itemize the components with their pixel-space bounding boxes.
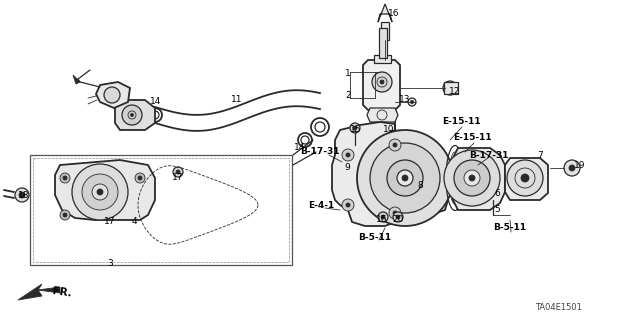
Circle shape: [357, 130, 453, 226]
Text: B-5-11: B-5-11: [358, 233, 392, 241]
Text: 6: 6: [494, 189, 500, 197]
Circle shape: [464, 170, 480, 186]
Text: 2: 2: [345, 91, 351, 100]
Circle shape: [396, 215, 400, 219]
Circle shape: [173, 167, 183, 177]
Circle shape: [370, 143, 440, 213]
Text: 19: 19: [574, 160, 586, 169]
Circle shape: [346, 153, 350, 157]
Text: 17: 17: [104, 218, 116, 226]
Circle shape: [569, 165, 575, 171]
Text: 11: 11: [231, 95, 243, 105]
Circle shape: [176, 170, 180, 174]
Text: 14: 14: [294, 143, 306, 152]
Text: 4: 4: [131, 218, 137, 226]
Circle shape: [381, 215, 385, 219]
Circle shape: [19, 192, 25, 198]
Circle shape: [122, 105, 142, 125]
Circle shape: [104, 87, 120, 103]
Text: B-5-11: B-5-11: [493, 224, 527, 233]
Bar: [33, 158, 289, 262]
Circle shape: [443, 81, 457, 95]
Circle shape: [63, 176, 67, 180]
Polygon shape: [55, 160, 155, 220]
Polygon shape: [115, 100, 155, 130]
Bar: [379, 28, 387, 58]
Polygon shape: [367, 108, 398, 122]
Text: 14: 14: [150, 98, 162, 107]
Text: E-15-11: E-15-11: [442, 116, 480, 125]
Circle shape: [353, 126, 357, 130]
Text: 18: 18: [19, 191, 29, 201]
Text: E-15-11: E-15-11: [452, 132, 492, 142]
Circle shape: [393, 212, 403, 222]
Polygon shape: [18, 284, 60, 300]
Circle shape: [507, 160, 543, 196]
Circle shape: [350, 123, 360, 133]
Circle shape: [372, 72, 392, 92]
Circle shape: [135, 173, 145, 183]
Circle shape: [342, 199, 354, 211]
Circle shape: [397, 170, 413, 186]
Circle shape: [408, 98, 416, 106]
Polygon shape: [96, 82, 130, 108]
Circle shape: [346, 203, 350, 207]
Circle shape: [378, 212, 388, 222]
Text: 9: 9: [344, 164, 350, 173]
Text: B-17-31: B-17-31: [469, 151, 509, 160]
Circle shape: [60, 210, 70, 220]
Text: 20: 20: [392, 216, 404, 225]
Polygon shape: [332, 122, 448, 226]
Circle shape: [72, 164, 128, 220]
Text: TA04E1501: TA04E1501: [534, 303, 581, 313]
Text: 12: 12: [449, 86, 461, 95]
Circle shape: [454, 160, 490, 196]
Circle shape: [389, 207, 401, 219]
Circle shape: [138, 176, 142, 180]
Bar: [381, 22, 389, 40]
Circle shape: [444, 150, 500, 206]
Circle shape: [387, 160, 423, 196]
Circle shape: [564, 160, 580, 176]
Circle shape: [342, 149, 354, 161]
Bar: [374, 55, 391, 63]
Text: 17: 17: [172, 174, 184, 182]
Polygon shape: [453, 148, 505, 210]
Circle shape: [97, 189, 103, 195]
Circle shape: [521, 174, 529, 182]
Text: E-4-1: E-4-1: [308, 201, 334, 210]
Text: 16: 16: [376, 216, 388, 225]
Text: 16: 16: [388, 10, 400, 19]
Circle shape: [15, 188, 29, 202]
Circle shape: [82, 174, 118, 210]
Circle shape: [60, 173, 70, 183]
Text: 5: 5: [494, 205, 500, 214]
Circle shape: [63, 213, 67, 217]
Text: 8: 8: [417, 181, 423, 189]
Circle shape: [380, 80, 384, 84]
Polygon shape: [505, 158, 548, 200]
Polygon shape: [363, 60, 400, 110]
Text: 13: 13: [399, 95, 411, 105]
Text: FR.: FR.: [51, 286, 72, 299]
Bar: [444, 82, 458, 94]
Polygon shape: [378, 4, 392, 22]
Circle shape: [131, 114, 134, 116]
Circle shape: [402, 175, 408, 181]
Bar: [30, 155, 292, 265]
Text: 7: 7: [537, 151, 543, 160]
Circle shape: [92, 184, 108, 200]
Polygon shape: [73, 75, 80, 84]
Text: 1: 1: [345, 70, 351, 78]
Text: B-17-31: B-17-31: [300, 147, 340, 157]
Circle shape: [410, 100, 413, 103]
Circle shape: [469, 175, 475, 181]
Circle shape: [393, 211, 397, 215]
Circle shape: [393, 143, 397, 147]
Circle shape: [389, 139, 401, 151]
Text: 15: 15: [350, 125, 362, 135]
Text: 10: 10: [383, 125, 395, 135]
Text: 3: 3: [107, 259, 113, 269]
